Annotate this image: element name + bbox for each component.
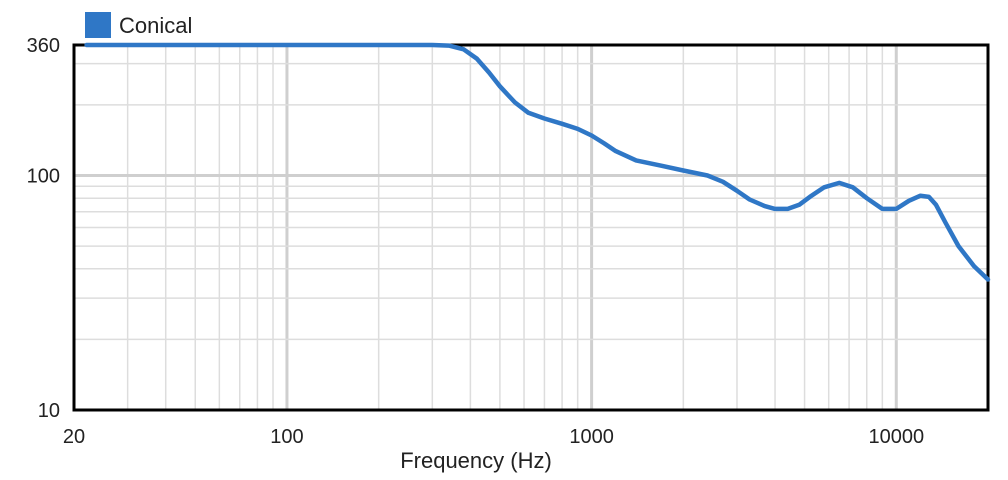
series-layer bbox=[84, 42, 991, 282]
x-tick-label: 1000 bbox=[569, 426, 614, 448]
x-tick-label: 20 bbox=[63, 426, 85, 448]
legend-swatch-conical bbox=[85, 12, 111, 38]
grid-lines bbox=[74, 45, 988, 410]
series-line-conical bbox=[84, 42, 991, 282]
x-axis-title: Frequency (Hz) bbox=[400, 448, 552, 473]
plot-frame bbox=[72, 43, 990, 412]
x-tick-labels: 20 100 1000 10000 bbox=[63, 426, 924, 448]
y-tick-label: 10 bbox=[38, 400, 60, 422]
legend-label-conical: Conical bbox=[119, 13, 192, 38]
y-tick-label: 100 bbox=[27, 165, 60, 187]
x-tick-label: 10000 bbox=[868, 426, 924, 448]
y-tick-label: 360 bbox=[27, 35, 60, 57]
legend: Conical bbox=[85, 12, 192, 38]
y-tick-labels: 10 100 360 bbox=[27, 35, 60, 422]
x-tick-label: 100 bbox=[270, 426, 303, 448]
